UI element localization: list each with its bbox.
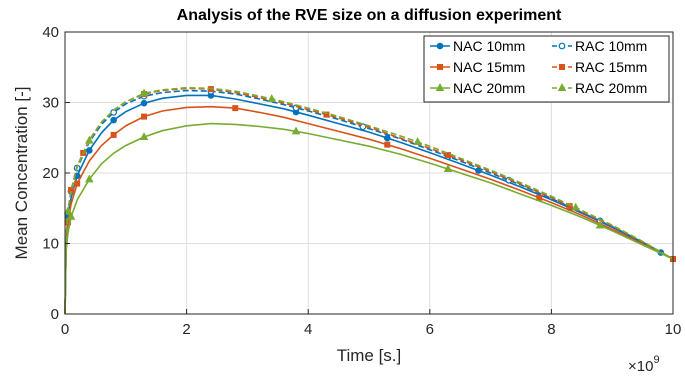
data-point-marker xyxy=(139,88,149,97)
legend-label: NAC 10mm xyxy=(453,38,525,54)
data-point-marker xyxy=(437,64,443,70)
data-point-marker xyxy=(571,202,580,211)
data-point-marker xyxy=(110,116,117,124)
legend-item-nac-10mm: NAC 10mm xyxy=(430,38,525,54)
data-point-marker xyxy=(435,83,445,91)
data-series xyxy=(63,86,676,315)
legend-item-rac-10mm: RAC 10mm xyxy=(552,38,647,54)
legend-label: RAC 20mm xyxy=(575,80,647,96)
data-point-marker xyxy=(557,83,567,91)
x-tick-label: 8 xyxy=(547,321,555,338)
data-point-marker xyxy=(267,94,276,102)
data-point-marker xyxy=(559,64,565,70)
series-line xyxy=(64,86,674,315)
series-nac-20mm xyxy=(64,122,674,315)
series-line xyxy=(64,94,674,315)
series-line xyxy=(64,122,674,315)
data-point-marker xyxy=(66,211,76,220)
x-axis-exponent: ×109 xyxy=(628,354,660,375)
data-point-marker xyxy=(139,132,149,141)
y-tick-label: 30 xyxy=(42,95,59,112)
data-point-marker xyxy=(436,42,444,50)
x-axis-label: Time [s.] xyxy=(337,346,402,365)
legend-item-nac-15mm: NAC 15mm xyxy=(430,59,525,75)
axis-ticks: 0 2 4 6 8 10 0 10 20 30 40 xyxy=(42,24,681,338)
x-tick-label: 6 xyxy=(426,321,434,338)
data-point-marker xyxy=(566,203,573,210)
data-point-marker xyxy=(595,220,605,229)
legend: NAC 10mm RAC 10mm NAC 15mm RAC 15mm NAC 20mm… xyxy=(423,35,670,103)
chart-title: Analysis of the RVE size on a diffusion … xyxy=(177,7,562,24)
data-point-marker xyxy=(383,134,391,142)
y-tick-label: 20 xyxy=(42,165,59,182)
y-axis-label: Mean Concentration [-] xyxy=(12,87,31,260)
data-point-marker xyxy=(74,180,81,187)
data-point-marker xyxy=(140,99,148,107)
x-tick-label: 10 xyxy=(665,321,682,338)
data-point-marker xyxy=(141,113,148,120)
data-point-marker xyxy=(110,131,117,138)
x-tick-label: 4 xyxy=(304,321,312,338)
legend-label: NAC 15mm xyxy=(453,59,525,75)
legend-box xyxy=(423,35,670,103)
y-tick-label: 0 xyxy=(51,306,59,323)
data-point-marker xyxy=(413,137,422,145)
x-tick-label: 2 xyxy=(182,321,190,338)
series-rac-20mm xyxy=(63,86,674,315)
data-point-marker xyxy=(232,105,239,112)
x-tick-label: 0 xyxy=(61,321,69,338)
legend-item-nac-20mm: NAC 20mm xyxy=(430,80,525,96)
data-point-marker xyxy=(558,42,566,50)
data-point-marker xyxy=(63,206,73,215)
legend-label: NAC 20mm xyxy=(453,80,525,96)
data-point-marker xyxy=(323,111,330,118)
y-tick-label: 10 xyxy=(42,236,59,253)
legend-item-rac-15mm: RAC 15mm xyxy=(552,59,647,75)
data-point-marker xyxy=(384,141,391,148)
legend-item-rac-20mm: RAC 20mm xyxy=(552,80,647,96)
legend-label: RAC 10mm xyxy=(575,38,647,54)
y-tick-label: 40 xyxy=(42,24,59,41)
data-point-marker xyxy=(85,135,94,144)
data-point-marker xyxy=(85,174,94,183)
x-axis-exponent-base: ×10 xyxy=(628,358,653,375)
legend-label: RAC 15mm xyxy=(575,59,647,75)
data-point-marker xyxy=(291,126,301,135)
data-point-marker xyxy=(86,147,93,154)
x-axis-exponent-power: 9 xyxy=(653,354,659,366)
series-line xyxy=(64,105,674,315)
data-point-marker xyxy=(443,164,453,173)
